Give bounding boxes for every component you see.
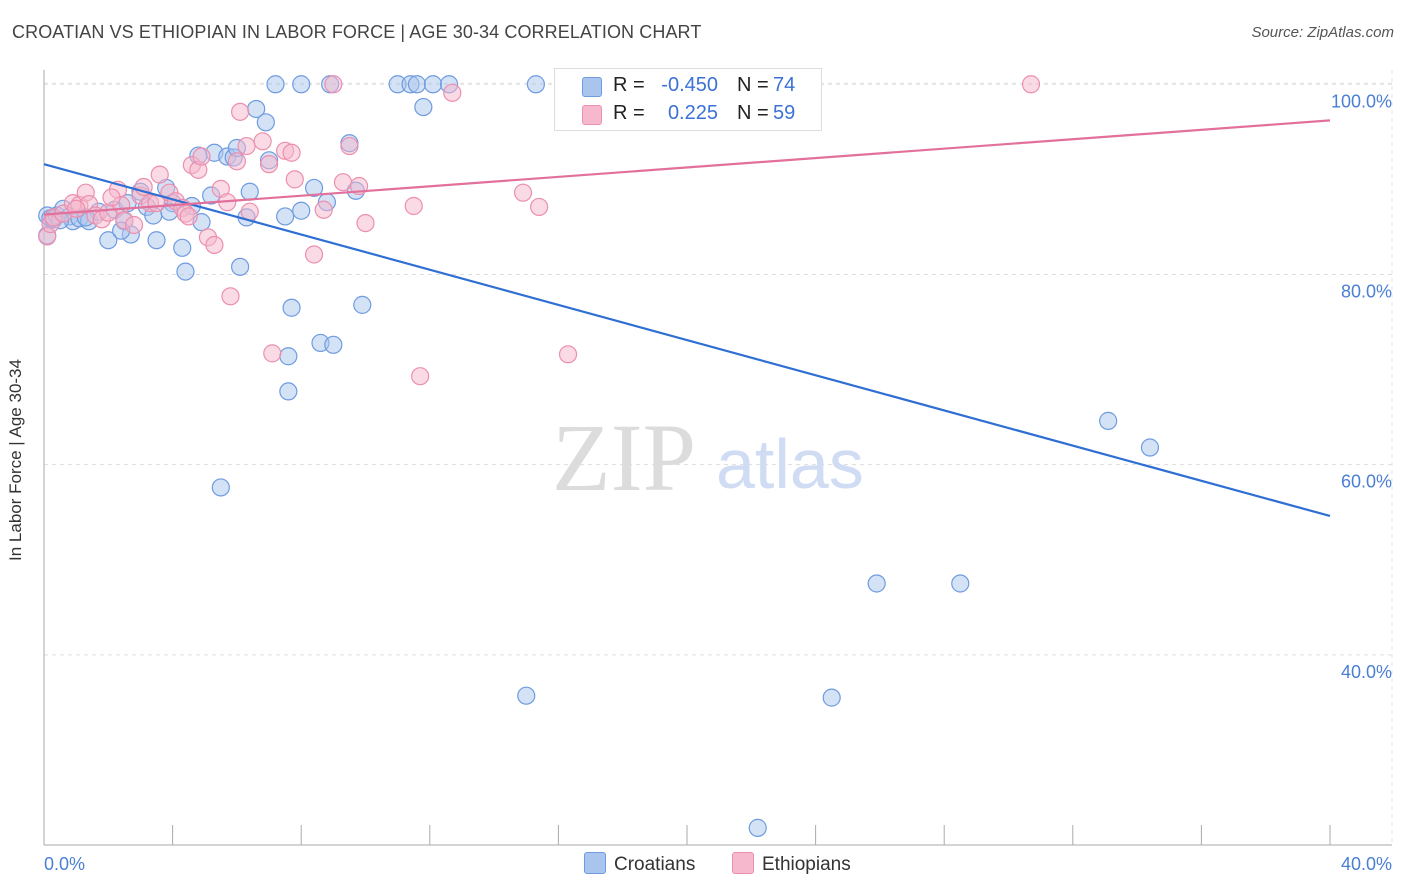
watermark-atlas: atlas — [716, 425, 864, 503]
ethiopians-point — [304, 245, 324, 264]
ethiopians-point — [259, 155, 279, 174]
ethiopians-point — [231, 102, 250, 121]
legend-label: Croatians — [614, 854, 696, 875]
croatians-point — [748, 818, 767, 837]
croatians-point — [304, 178, 324, 198]
y-tick-label: 60.0% — [1341, 472, 1392, 492]
ethiopians-point — [333, 173, 353, 192]
croatians-point — [282, 298, 301, 317]
ethiopians-point — [443, 83, 462, 102]
ethiopians-point — [356, 213, 375, 233]
ethiopians-point — [1021, 75, 1041, 94]
ethiopians-point — [558, 345, 578, 364]
y-tick-label: 100.0% — [1331, 91, 1392, 111]
legend-item-ethiopians[interactable]: Ethiopians — [732, 852, 851, 876]
n-value: 59 — [773, 102, 796, 124]
croatians-point — [173, 238, 192, 257]
y-tick-label: 80.0% — [1341, 281, 1392, 301]
croatians-point — [517, 686, 536, 705]
ethiopians-point — [240, 202, 259, 221]
croatians-point — [276, 207, 295, 226]
stats-legend: R = -0.450 N = 74 R = 0.225 N = 59 — [554, 68, 822, 131]
croatians-point — [279, 347, 298, 366]
ethiopians-point — [205, 235, 224, 255]
croatians-point — [407, 75, 427, 94]
ethiopians-point — [221, 287, 240, 306]
chart-title: CROATIAN VS ETHIOPIAN IN LABOR FORCE | A… — [12, 22, 702, 42]
croatians-point — [423, 75, 443, 94]
croatians-point — [414, 97, 433, 117]
croatians-point — [822, 688, 841, 707]
ethiopians-point — [282, 143, 301, 162]
ethiopians-point — [67, 199, 86, 218]
ethiopians-legend-swatch — [732, 852, 754, 874]
croatians-point — [1099, 411, 1118, 430]
ethiopians-point — [237, 136, 256, 156]
source-label: Source: ZipAtlas.com — [1251, 24, 1394, 41]
croatians-point — [526, 75, 545, 94]
croatians-legend-swatch — [584, 852, 606, 874]
croatians-point — [256, 113, 275, 132]
ethiopians-point — [404, 196, 423, 216]
croatians-point — [147, 231, 166, 250]
ethiopians-trend-line — [43, 119, 1331, 216]
y-axis-label: In Labor Force | Age 30-34 — [6, 359, 25, 561]
croatians-point — [951, 574, 970, 593]
croatians-point — [353, 295, 372, 314]
r-value: -0.450 — [661, 74, 718, 96]
r-label: R = — [613, 74, 645, 96]
croatians-point — [240, 182, 259, 201]
ethiopians-point — [530, 197, 549, 217]
croatians-trend-line — [43, 163, 1331, 518]
ethiopians-point — [285, 170, 304, 189]
croatians-point — [266, 75, 285, 94]
watermark: ZIP atlas — [552, 404, 864, 511]
ethiopians-point — [340, 136, 359, 156]
n-label: N = — [737, 74, 769, 96]
ethiopians-point — [179, 207, 198, 226]
croatians-point — [176, 262, 195, 281]
croatians-point — [279, 382, 298, 401]
n-label: N = — [737, 102, 769, 124]
ethiopians-point — [411, 367, 430, 386]
croatians-point — [867, 574, 886, 593]
legend-label: Ethiopians — [762, 854, 851, 875]
x-tick-label-max: 40.0% — [1341, 854, 1392, 874]
n-value: 74 — [773, 74, 796, 96]
ethiopians-point — [102, 188, 121, 207]
ethiopians-point — [314, 200, 333, 219]
croatians-point — [292, 201, 311, 220]
ethiopians-point — [150, 165, 169, 184]
croatians-point — [99, 231, 118, 250]
x-tick-label-min: 0.0% — [44, 854, 85, 874]
ethiopians-point — [227, 152, 246, 171]
croatians-point — [211, 478, 230, 497]
ethiopians-swatch — [582, 105, 602, 125]
r-label: R = — [613, 102, 645, 124]
ethiopians-point — [263, 344, 282, 363]
trend-lines — [43, 119, 1331, 518]
axes — [43, 70, 1392, 846]
ethiopians-point — [124, 215, 144, 235]
legend-item-croatians[interactable]: Croatians — [584, 852, 695, 876]
croatians-point — [324, 335, 343, 354]
croatians-point — [231, 257, 250, 276]
stats-row-ethiopians: R = 0.225 N = 59 — [555, 100, 821, 128]
ethiopians-points — [38, 75, 1041, 386]
croatians-swatch — [582, 77, 602, 97]
ethiopians-point — [253, 132, 272, 151]
croatians-point — [292, 75, 311, 94]
r-value: 0.225 — [667, 102, 718, 124]
ethiopians-point — [513, 183, 533, 202]
y-tick-label: 40.0% — [1341, 662, 1392, 682]
croatians-point — [1140, 438, 1160, 457]
tick-labels: 40.0% 60.0% 80.0% 100.0% 0.0% 40.0% — [44, 91, 1392, 874]
ethiopians-point — [192, 147, 211, 166]
ethiopians-point — [324, 75, 343, 94]
stats-row-croatians: R = -0.450 N = 74 — [555, 72, 821, 100]
watermark-zip: ZIP — [552, 404, 696, 511]
